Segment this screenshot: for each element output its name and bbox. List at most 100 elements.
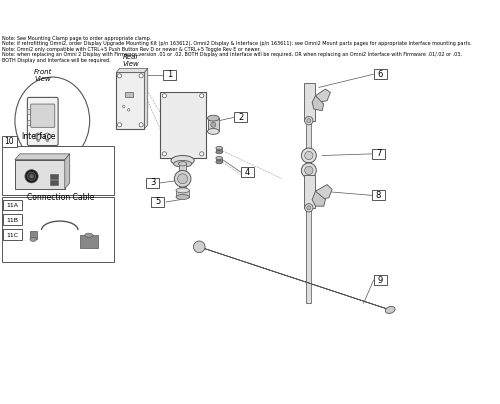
Text: 1: 1 — [166, 70, 172, 80]
Bar — [374, 275, 387, 285]
Ellipse shape — [171, 156, 194, 166]
Circle shape — [200, 94, 204, 98]
Polygon shape — [316, 185, 332, 200]
Polygon shape — [15, 154, 70, 160]
Circle shape — [28, 172, 36, 181]
Circle shape — [211, 122, 216, 127]
Ellipse shape — [15, 77, 90, 164]
Circle shape — [37, 139, 40, 142]
Ellipse shape — [216, 151, 222, 154]
Ellipse shape — [176, 195, 190, 200]
Circle shape — [25, 170, 38, 183]
Ellipse shape — [208, 128, 219, 135]
Text: 3: 3 — [150, 179, 156, 187]
Bar — [151, 197, 164, 207]
Circle shape — [139, 123, 143, 127]
Bar — [160, 92, 206, 158]
Polygon shape — [65, 154, 70, 189]
Text: 2: 2 — [238, 113, 244, 122]
FancyBboxPatch shape — [28, 97, 58, 145]
Circle shape — [304, 116, 313, 125]
Text: Note: Omni2 only compatible with CTRL+5 Push Button Rev D or newer & CTRL+5 Togg: Note: Omni2 only compatible with CTRL+5 … — [2, 47, 260, 52]
Ellipse shape — [178, 162, 187, 166]
Bar — [146, 178, 160, 188]
Polygon shape — [116, 68, 148, 72]
Text: 11C: 11C — [6, 233, 18, 238]
Bar — [26, 109, 30, 114]
Text: 5: 5 — [155, 198, 160, 206]
Text: Note: See Mounting Clamp page to order appropriate clamp.: Note: See Mounting Clamp page to order a… — [2, 36, 151, 41]
Text: BOTH Display and Interface will be required.: BOTH Display and Interface will be requi… — [2, 57, 110, 63]
Circle shape — [194, 241, 205, 252]
Bar — [26, 120, 30, 125]
Bar — [162, 70, 176, 80]
Bar — [2, 145, 114, 196]
Ellipse shape — [216, 160, 222, 164]
Bar — [2, 136, 16, 147]
Circle shape — [162, 152, 166, 156]
Bar — [306, 162, 312, 170]
Bar — [15, 160, 65, 189]
Bar — [124, 92, 133, 97]
Text: 9: 9 — [378, 276, 383, 284]
Circle shape — [30, 175, 33, 178]
Bar — [80, 235, 98, 248]
Polygon shape — [312, 191, 326, 206]
Ellipse shape — [30, 237, 36, 242]
Bar — [2, 197, 114, 262]
Text: 10: 10 — [4, 137, 14, 146]
Text: 11B: 11B — [6, 218, 18, 223]
Bar — [372, 149, 385, 159]
Circle shape — [304, 152, 313, 160]
Bar — [180, 164, 186, 187]
Bar — [374, 69, 387, 79]
Bar — [4, 200, 22, 210]
Circle shape — [139, 74, 143, 78]
Text: Note: if retrofitting Omni2, order Display Upgrade Mounting Kit (p/n 163612), Om: Note: if retrofitting Omni2, order Displ… — [2, 41, 472, 46]
Bar — [240, 167, 254, 177]
Circle shape — [302, 148, 316, 163]
Circle shape — [306, 118, 311, 123]
Bar — [4, 229, 22, 240]
Circle shape — [178, 174, 188, 184]
Circle shape — [174, 170, 191, 187]
Text: Note: when replacing an Omni 2 Display with Firmware version .01 or .02, BOTH Di: Note: when replacing an Omni 2 Display w… — [2, 52, 462, 57]
Circle shape — [118, 123, 122, 127]
Bar — [50, 174, 58, 179]
Text: 8: 8 — [376, 191, 381, 200]
Circle shape — [122, 105, 125, 108]
Ellipse shape — [208, 115, 219, 121]
Text: 11A: 11A — [6, 203, 18, 208]
Polygon shape — [196, 246, 393, 311]
Bar — [304, 83, 316, 121]
Bar — [234, 112, 247, 122]
Text: 7: 7 — [376, 149, 381, 158]
FancyBboxPatch shape — [30, 104, 55, 127]
Ellipse shape — [176, 188, 190, 193]
Circle shape — [46, 139, 48, 142]
Bar — [306, 87, 312, 303]
Ellipse shape — [174, 160, 192, 167]
Text: Front
View: Front View — [34, 69, 52, 82]
Bar — [50, 181, 58, 185]
Circle shape — [118, 74, 122, 78]
Ellipse shape — [216, 156, 222, 160]
Bar — [116, 72, 144, 129]
Text: Interface: Interface — [21, 132, 55, 141]
Bar — [208, 118, 219, 131]
Bar — [216, 158, 222, 162]
Bar — [30, 231, 36, 239]
Circle shape — [44, 133, 51, 140]
Ellipse shape — [84, 233, 93, 237]
Ellipse shape — [386, 306, 395, 314]
Circle shape — [304, 166, 313, 175]
Bar — [176, 190, 190, 197]
Bar — [4, 215, 22, 225]
Bar — [372, 190, 385, 200]
Polygon shape — [316, 89, 330, 102]
Circle shape — [306, 206, 311, 210]
Bar — [216, 148, 222, 152]
Circle shape — [304, 204, 313, 212]
Text: 4: 4 — [245, 168, 250, 177]
Text: Rear
View: Rear View — [123, 54, 140, 67]
